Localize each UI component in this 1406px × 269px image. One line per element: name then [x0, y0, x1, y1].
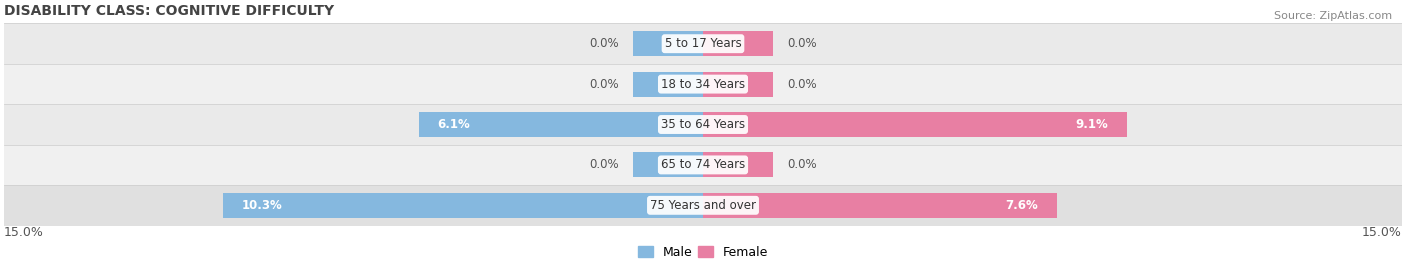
Text: 6.1%: 6.1% — [437, 118, 470, 131]
Bar — [703, 72, 773, 97]
Bar — [633, 152, 703, 178]
Text: 9.1%: 9.1% — [1076, 118, 1108, 131]
Legend: Male, Female: Male, Female — [633, 241, 773, 264]
Text: DISABILITY CLASS: COGNITIVE DIFFICULTY: DISABILITY CLASS: COGNITIVE DIFFICULTY — [4, 4, 335, 18]
Text: Source: ZipAtlas.com: Source: ZipAtlas.com — [1274, 11, 1392, 21]
Bar — [703, 152, 773, 178]
Bar — [419, 112, 703, 137]
Bar — [4, 185, 1402, 225]
Bar — [633, 72, 703, 97]
Text: 0.0%: 0.0% — [787, 37, 817, 50]
Text: 15.0%: 15.0% — [1362, 226, 1402, 239]
Text: 35 to 64 Years: 35 to 64 Years — [661, 118, 745, 131]
Text: 75 Years and over: 75 Years and over — [650, 199, 756, 212]
Bar — [4, 145, 1402, 185]
Bar — [224, 193, 703, 218]
Bar — [4, 23, 1402, 64]
Bar — [703, 193, 1057, 218]
Text: 65 to 74 Years: 65 to 74 Years — [661, 158, 745, 171]
Text: 18 to 34 Years: 18 to 34 Years — [661, 77, 745, 91]
Bar — [4, 64, 1402, 104]
Text: 0.0%: 0.0% — [589, 77, 619, 91]
Bar — [703, 31, 773, 56]
Text: 5 to 17 Years: 5 to 17 Years — [665, 37, 741, 50]
Text: 0.0%: 0.0% — [589, 158, 619, 171]
Bar — [633, 31, 703, 56]
Text: 15.0%: 15.0% — [4, 226, 44, 239]
Bar — [4, 104, 1402, 145]
Text: 7.6%: 7.6% — [1005, 199, 1039, 212]
Text: 0.0%: 0.0% — [787, 77, 817, 91]
Text: 10.3%: 10.3% — [242, 199, 283, 212]
Bar — [703, 112, 1128, 137]
Text: 0.0%: 0.0% — [787, 158, 817, 171]
Text: 0.0%: 0.0% — [589, 37, 619, 50]
